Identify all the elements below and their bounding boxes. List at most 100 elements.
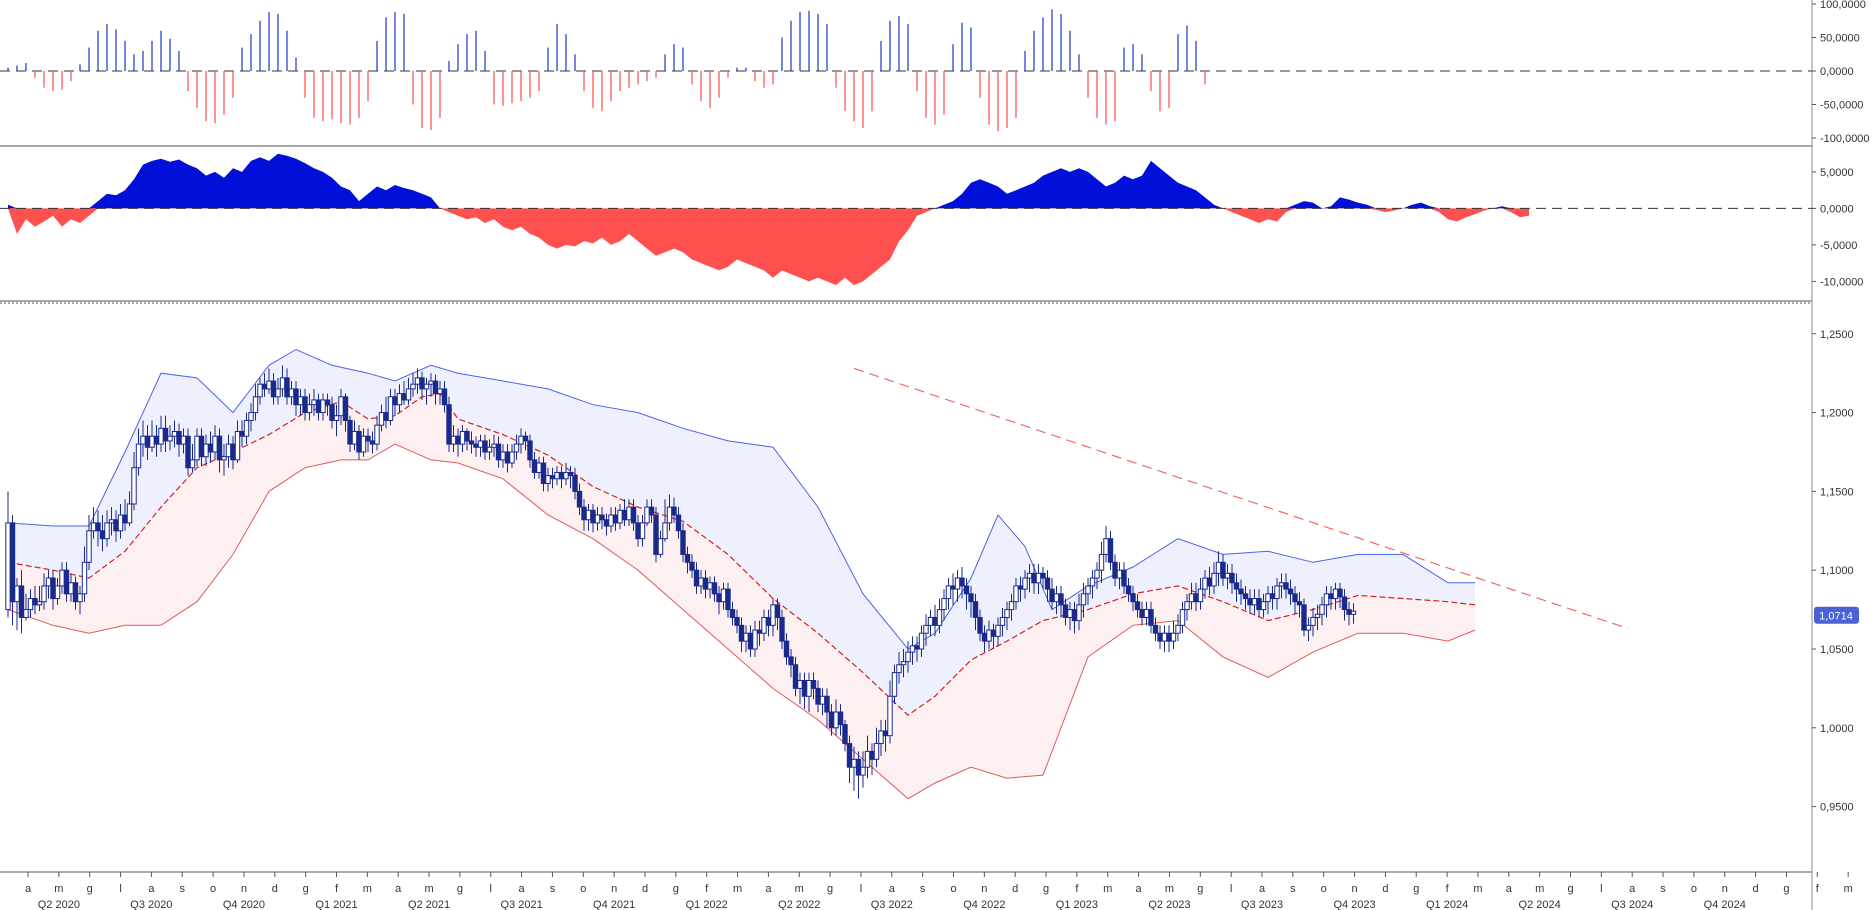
month-label-58: f: [1816, 883, 1820, 895]
month-label-16: a: [519, 883, 526, 895]
candle-200: [905, 641, 911, 673]
candle-body-184: [833, 711, 839, 729]
candle-body-112: [509, 451, 515, 464]
candle-body-79: [360, 435, 367, 453]
candle-body-261: [1179, 609, 1186, 626]
month-label-38: g: [1197, 883, 1203, 895]
candle-body-103: [468, 440, 475, 445]
candle-body-192: [869, 750, 875, 760]
candle-244: [1103, 526, 1109, 563]
candle-120: [545, 467, 551, 492]
oscillator-negative-area: [8, 208, 1529, 286]
candle-body-37: [171, 430, 178, 437]
candle-body-257: [1161, 632, 1168, 642]
lower-band-line: [7, 443, 1476, 800]
candle-144: [653, 507, 659, 563]
month-label-29: s: [920, 883, 926, 895]
candle-body-217: [981, 632, 988, 642]
candle-54: [248, 403, 254, 432]
candle-160: [725, 582, 731, 618]
month-label-40: a: [1259, 883, 1266, 895]
candle-body-22: [104, 522, 110, 540]
candle-16: [77, 585, 83, 615]
candle-270: [1220, 554, 1226, 586]
candle-248: [1121, 562, 1127, 594]
candle-body-111: [504, 451, 511, 464]
candle-273: [1233, 573, 1240, 602]
candle-body-2: [14, 585, 20, 603]
candle-239: [1080, 582, 1087, 618]
candle-body-44: [203, 443, 209, 458]
quarter-label-13: Q3 2023: [1241, 899, 1283, 910]
candle-157: [711, 576, 718, 602]
candle-292: [1319, 596, 1325, 626]
candle-body-189: [855, 758, 862, 776]
month-label-59: m: [1844, 883, 1853, 895]
candle-body-24: [113, 519, 119, 532]
candle-body-200: [905, 651, 911, 663]
candle-285: [1287, 579, 1294, 605]
candle-body-56: [257, 383, 263, 398]
moving-average-line: [7, 393, 1476, 716]
candle-body-297: [1341, 596, 1348, 611]
candle-body-51: [234, 430, 241, 461]
candle-272: [1229, 563, 1235, 594]
candle-body-66: [302, 396, 308, 414]
candle-body-178: [806, 680, 812, 697]
candle-body-154: [698, 577, 704, 587]
candle-208: [941, 589, 947, 621]
candle-body-25: [117, 514, 124, 532]
price-tick-label-1: 1,2000: [1820, 408, 1854, 420]
candle-body-207: [936, 609, 943, 626]
candle-body-198: [896, 664, 902, 674]
candle-29: [135, 428, 142, 476]
candle-102: [464, 428, 470, 451]
candle-body-115: [522, 435, 529, 442]
candle-55: [252, 384, 259, 421]
candle-body-266: [1202, 577, 1208, 590]
candle-body-126: [572, 475, 578, 492]
candle-body-136: [617, 509, 623, 524]
candle-205: [927, 609, 934, 637]
month-label-17: s: [550, 883, 556, 895]
candle-254: [1148, 601, 1154, 634]
month-label-20: d: [642, 883, 648, 895]
candle-220: [995, 617, 1001, 646]
candle-249: [1125, 578, 1132, 602]
candle-body-197: [891, 672, 898, 697]
quarter-label-17: Q3 2024: [1611, 899, 1653, 910]
candle-257: [1161, 625, 1168, 653]
candle-141: [639, 515, 646, 547]
candle-body-275: [1242, 593, 1249, 600]
candle-body-97: [441, 388, 448, 406]
candle-258: [1166, 625, 1172, 653]
candle-body-226: [1022, 577, 1028, 590]
candle-body-148: [671, 506, 677, 516]
quarter-label-4: Q2 2021: [408, 899, 450, 910]
month-label-11: m: [363, 883, 372, 895]
month-label-43: n: [1351, 883, 1357, 895]
candle-body-282: [1274, 585, 1280, 600]
candle-265: [1197, 578, 1204, 610]
candle-body-5: [27, 598, 34, 611]
candle-body-116: [527, 440, 533, 461]
candle-251: [1134, 593, 1141, 618]
candle-body-109: [495, 443, 502, 461]
candle-body-91: [414, 377, 421, 385]
candle-body-143: [648, 506, 655, 516]
month-label-39: l: [1230, 883, 1232, 895]
month-label-7: n: [241, 883, 247, 895]
candle-242: [1094, 562, 1100, 590]
candle-75: [342, 393, 349, 432]
candle-body-57: [261, 383, 268, 390]
candle-body-141: [639, 522, 646, 540]
candle-11: [54, 578, 61, 605]
candle-body-256: [1157, 632, 1163, 642]
candle-139: [630, 499, 637, 531]
month-label-12: a: [395, 883, 402, 895]
candle-body-186: [842, 724, 848, 745]
candle-240: [1085, 578, 1091, 605]
quarter-label-3: Q1 2021: [315, 899, 357, 910]
quarter-label-2: Q4 2020: [223, 899, 265, 910]
candle-190: [860, 751, 866, 788]
